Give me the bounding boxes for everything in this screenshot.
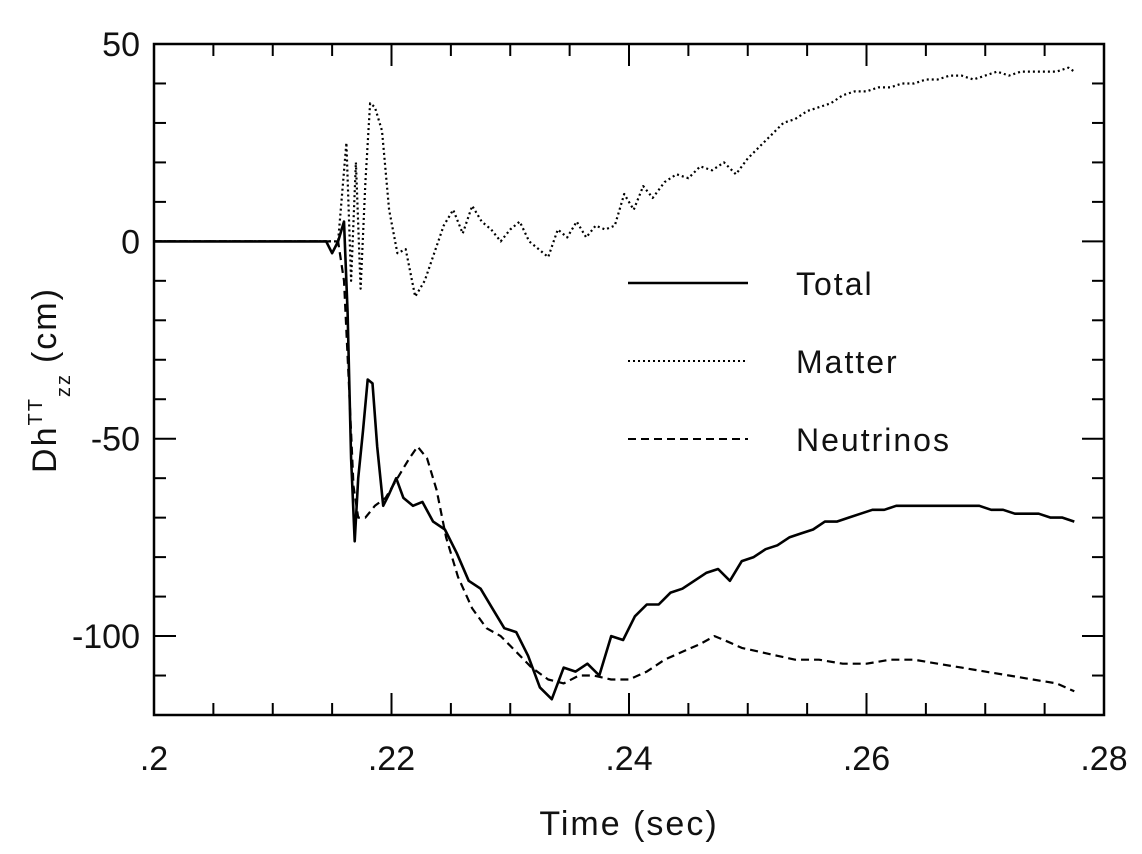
x-axis-label: Time (sec) (539, 805, 718, 843)
series-line-matter (154, 66, 1075, 298)
y-axis-label-sup: TT (25, 397, 47, 425)
y-axis-label-sub: zz (53, 373, 75, 397)
y-tick-label: -100 (72, 618, 140, 656)
series-line-total (154, 220, 1075, 701)
y-tick-label: 50 (102, 26, 140, 64)
x-tick-label: .26 (843, 740, 890, 778)
y-tick-label: -50 (91, 421, 140, 459)
legend-label-total: Total (796, 266, 874, 302)
y-axis-label-group: DhTTzz (cm) (25, 287, 75, 473)
y-ticks: -100 -50 0 50 (72, 26, 1104, 716)
series-line-neutrinos (154, 240, 1075, 693)
y-tick-label: 0 (121, 223, 140, 261)
legend: Total Matter Neutrinos (628, 266, 951, 458)
legend-label-neutrinos: Neutrinos (796, 422, 951, 458)
x-tick-label: .28 (1080, 740, 1127, 778)
y-axis-label: DhTTzz (cm) (25, 287, 75, 473)
x-tick-label: .2 (140, 740, 168, 778)
x-ticks: .2 .22 .24 .26 .28 (140, 44, 1128, 778)
plot-frame (152, 42, 1106, 717)
plot-marks (154, 66, 1075, 701)
x-tick-label: .24 (605, 740, 652, 778)
y-axis-label-base: Dh (26, 425, 64, 472)
legend-label-matter: Matter (796, 344, 899, 380)
y-axis-label-unit: (cm) (26, 287, 64, 363)
x-tick-label: .22 (368, 740, 415, 778)
